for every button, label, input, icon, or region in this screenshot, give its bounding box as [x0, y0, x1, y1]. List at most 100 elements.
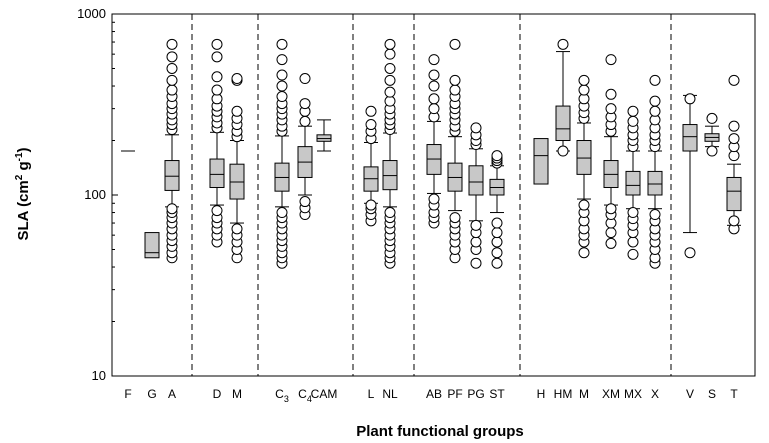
x-tick-label: A — [168, 387, 176, 401]
outlier-point — [231, 105, 243, 117]
outlier-point — [211, 38, 223, 50]
box-ab — [426, 54, 442, 229]
outlier-point — [706, 112, 718, 124]
x-tick-label: F — [124, 387, 131, 401]
outlier-point — [470, 219, 482, 231]
x-tick-label: M — [232, 387, 242, 401]
outlier-point — [470, 236, 482, 248]
box-nl — [382, 38, 398, 269]
box-v — [682, 93, 698, 259]
box-iqr — [555, 105, 571, 142]
x-tick-label: T — [730, 387, 738, 401]
x-tick-label: PG — [467, 387, 484, 401]
x-tick-label: C3 — [275, 387, 289, 404]
outlier-point — [384, 207, 396, 219]
x-tick-label: ST — [489, 387, 505, 401]
outlier-point — [449, 74, 461, 86]
box-st — [489, 150, 505, 269]
outlier-point — [211, 51, 223, 63]
outlier-point — [166, 51, 178, 63]
outlier-point — [428, 69, 440, 81]
outlier-point — [491, 150, 503, 162]
box-iqr — [209, 158, 225, 189]
outlier-point — [728, 74, 740, 86]
box-t — [726, 74, 742, 235]
box-iqr — [468, 165, 484, 196]
outlier-point — [491, 236, 503, 248]
outlier-point — [211, 205, 223, 217]
outlier-point — [384, 38, 396, 50]
outlier-point — [211, 71, 223, 83]
outlier-point — [578, 74, 590, 86]
outlier-point — [276, 38, 288, 50]
outlier-point — [299, 115, 311, 127]
outlier-point — [649, 74, 661, 86]
outlier-point — [449, 84, 461, 96]
box-iqr — [164, 160, 180, 191]
box-hm — [555, 38, 571, 157]
outlier-point — [557, 38, 569, 50]
outlier-point — [649, 95, 661, 107]
outlier-point — [428, 193, 440, 205]
outlier-point — [491, 247, 503, 259]
outlier-point — [166, 74, 178, 86]
outlier-point — [384, 62, 396, 74]
outlier-point — [627, 236, 639, 248]
outlier-point — [276, 54, 288, 66]
outlier-point — [428, 54, 440, 66]
outlier-point — [491, 227, 503, 239]
box-iqr — [533, 138, 549, 185]
outlier-point — [470, 122, 482, 134]
x-tick-label: D — [213, 387, 222, 401]
box-c4 — [297, 73, 313, 221]
outlier-point — [627, 115, 639, 127]
outlier-point — [276, 91, 288, 103]
outlier-point — [299, 98, 311, 110]
x-tick-label: M — [579, 387, 589, 401]
outlier-point — [578, 199, 590, 211]
outlier-point — [649, 209, 661, 221]
outlier-point — [231, 73, 243, 85]
outlier-point — [605, 88, 617, 100]
outlier-point — [491, 257, 503, 269]
outlier-point — [384, 86, 396, 98]
outlier-point — [627, 207, 639, 219]
outlier-point — [384, 48, 396, 60]
box-iqr — [576, 140, 592, 175]
x-axis-title: Plant functional groups — [356, 423, 524, 440]
outlier-point — [428, 93, 440, 105]
box-d — [209, 38, 225, 248]
box-iqr — [647, 170, 663, 196]
outlier-point — [449, 38, 461, 50]
box-m — [229, 73, 245, 264]
outlier-point — [627, 248, 639, 260]
x-tick-label: S — [708, 387, 716, 401]
box-c3 — [274, 38, 290, 269]
x-tick-label: PF — [447, 387, 462, 401]
box-pg — [468, 122, 484, 269]
outlier-point — [684, 247, 696, 259]
box-cam — [316, 119, 332, 152]
outlier-point — [728, 120, 740, 132]
box-pf — [447, 38, 463, 264]
outlier-point — [627, 105, 639, 117]
y-tick-label: 1000 — [77, 6, 106, 21]
plot-area — [111, 13, 756, 377]
outlier-point — [428, 80, 440, 92]
x-tick-label: H — [537, 387, 546, 401]
box-xm — [603, 54, 619, 249]
outlier-point — [557, 145, 569, 157]
box-h — [533, 138, 549, 185]
box-mx — [625, 105, 641, 260]
outlier-point — [578, 247, 590, 259]
outlier-point — [276, 69, 288, 81]
outlier-point — [276, 207, 288, 219]
outlier-point — [211, 84, 223, 96]
box-iqr — [144, 232, 160, 259]
x-tick-label: C4 — [298, 387, 312, 404]
box-a — [164, 38, 180, 264]
y-tick-label: 100 — [84, 187, 106, 202]
outlier-point — [684, 93, 696, 105]
box-m — [576, 74, 592, 259]
box-g — [144, 232, 160, 259]
